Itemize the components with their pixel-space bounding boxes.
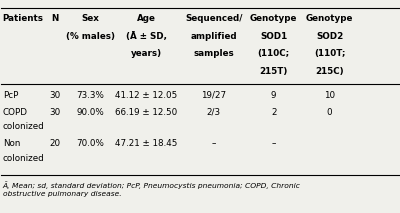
Text: 215C): 215C) [315,66,344,75]
Text: PcP: PcP [3,91,18,100]
Text: colonized: colonized [3,154,44,163]
Text: 47.21 ± 18.45: 47.21 ± 18.45 [115,139,177,148]
Text: SOD2: SOD2 [316,32,343,41]
Text: Ā, Mean; sd, standard deviation; PcP, Pneumocystis pneumonia; COPD, Chronic
obst: Ā, Mean; sd, standard deviation; PcP, Pn… [3,182,300,197]
Text: 2: 2 [271,108,276,117]
Text: 30: 30 [49,108,60,117]
Text: 2/3: 2/3 [207,108,221,117]
Text: 41.12 ± 12.05: 41.12 ± 12.05 [115,91,177,100]
Text: 90.0%: 90.0% [76,108,104,117]
Text: 70.0%: 70.0% [76,139,104,148]
Text: Genotype: Genotype [306,14,353,23]
Text: Sequenced/: Sequenced/ [185,14,243,23]
Text: –: – [272,139,276,148]
Text: colonized: colonized [3,122,44,131]
Text: Sex: Sex [82,14,99,23]
Text: Genotype: Genotype [250,14,298,23]
Text: 30: 30 [49,91,60,100]
Text: Patients: Patients [3,14,44,23]
Text: N: N [51,14,58,23]
Text: (% males): (% males) [66,32,115,41]
Text: –: – [212,139,216,148]
Text: samples: samples [194,49,234,58]
Text: (110T;: (110T; [314,49,345,58]
Text: COPD: COPD [3,108,28,117]
Text: Age: Age [137,14,156,23]
Text: SOD1: SOD1 [260,32,287,41]
Text: 215T): 215T) [260,66,288,75]
Text: 9: 9 [271,91,276,100]
Text: (110C;: (110C; [258,49,290,58]
Text: years): years) [131,49,162,58]
Text: 19/27: 19/27 [201,91,226,100]
Text: 0: 0 [327,108,332,117]
Text: 73.3%: 73.3% [76,91,104,100]
Text: 10: 10 [324,91,335,100]
Text: 20: 20 [49,139,60,148]
Text: 66.19 ± 12.50: 66.19 ± 12.50 [115,108,177,117]
Text: Non: Non [3,139,20,148]
Text: amplified: amplified [191,32,237,41]
Text: (Ā ± SD,: (Ā ± SD, [126,32,167,41]
